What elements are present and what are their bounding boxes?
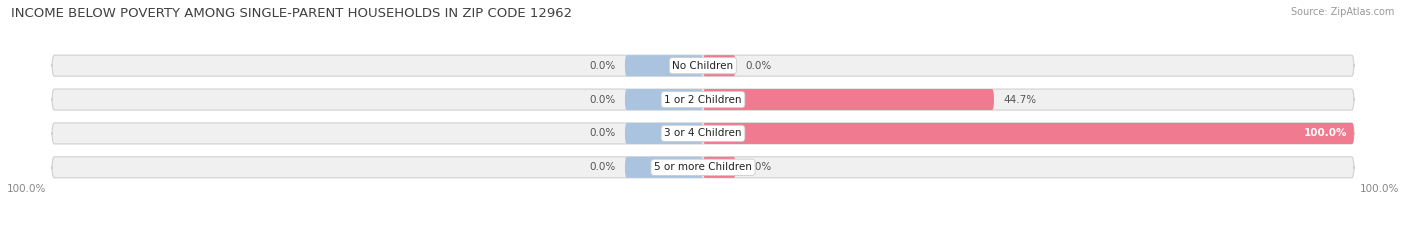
FancyBboxPatch shape <box>52 157 1354 178</box>
Text: 100.0%: 100.0% <box>1360 184 1399 194</box>
FancyBboxPatch shape <box>624 123 703 144</box>
Text: 0.0%: 0.0% <box>745 162 772 172</box>
Text: 0.0%: 0.0% <box>589 95 616 105</box>
FancyBboxPatch shape <box>624 55 703 76</box>
Text: 44.7%: 44.7% <box>1004 95 1036 105</box>
Text: No Children: No Children <box>672 61 734 71</box>
FancyBboxPatch shape <box>52 55 1354 76</box>
Text: 100.0%: 100.0% <box>1303 128 1347 138</box>
FancyBboxPatch shape <box>624 157 703 178</box>
FancyBboxPatch shape <box>703 89 994 110</box>
Text: 0.0%: 0.0% <box>589 61 616 71</box>
Text: Source: ZipAtlas.com: Source: ZipAtlas.com <box>1291 7 1395 17</box>
FancyBboxPatch shape <box>703 157 735 178</box>
FancyBboxPatch shape <box>52 123 1354 144</box>
Text: 5 or more Children: 5 or more Children <box>654 162 752 172</box>
Text: 0.0%: 0.0% <box>745 61 772 71</box>
Text: 0.0%: 0.0% <box>589 162 616 172</box>
FancyBboxPatch shape <box>624 89 703 110</box>
Text: INCOME BELOW POVERTY AMONG SINGLE-PARENT HOUSEHOLDS IN ZIP CODE 12962: INCOME BELOW POVERTY AMONG SINGLE-PARENT… <box>11 7 572 20</box>
Text: 0.0%: 0.0% <box>589 128 616 138</box>
Text: 1 or 2 Children: 1 or 2 Children <box>664 95 742 105</box>
Text: 100.0%: 100.0% <box>7 184 46 194</box>
FancyBboxPatch shape <box>703 55 735 76</box>
Text: 3 or 4 Children: 3 or 4 Children <box>664 128 742 138</box>
FancyBboxPatch shape <box>703 123 1354 144</box>
FancyBboxPatch shape <box>52 89 1354 110</box>
